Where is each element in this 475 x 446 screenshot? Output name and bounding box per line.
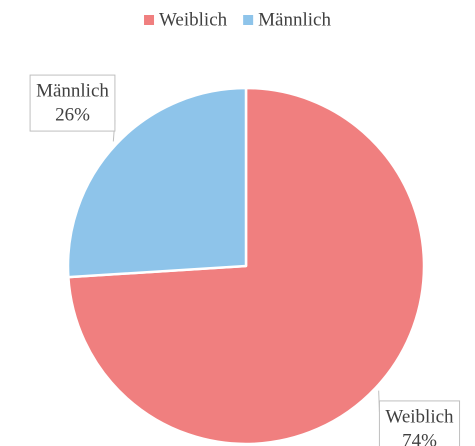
legend-swatch [144,15,155,25]
legend: Weiblich Männlich [144,9,331,30]
legend-swatch [243,15,254,25]
data-label: Weiblich 74% [378,400,461,446]
label-category: Männlich [36,80,109,101]
label-value: 74% [402,430,437,446]
data-label: Männlich 26% [29,74,116,132]
label-category: Weiblich [385,406,454,427]
legend-label: Weiblich [159,9,228,30]
label-box [29,74,116,132]
legend-label: Männlich [258,9,331,30]
label-box [378,400,461,446]
pie-slice [66,86,248,279]
label-value: 26% [55,104,90,125]
